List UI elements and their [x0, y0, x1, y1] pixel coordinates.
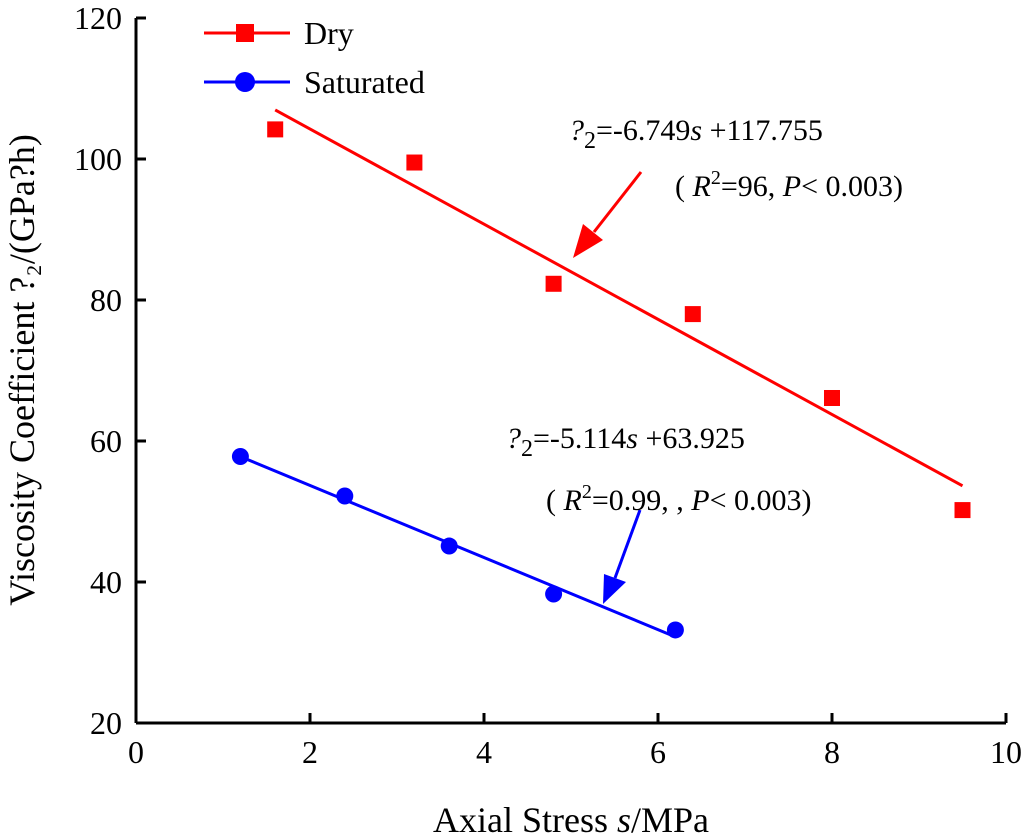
- x-tick-label: 6: [650, 734, 666, 770]
- dry-eq-r-var: R: [692, 170, 711, 203]
- tick-labels: 0 2 4 6 8 10 20 40 60 80 100 120: [74, 0, 1022, 770]
- x-axis-title-suffix: /MPa: [631, 800, 709, 840]
- y-axis-title: Viscosity Coefficient ?₂/(GPa?h): [2, 134, 42, 606]
- sat-eq-r-sup: 2: [582, 481, 592, 503]
- dry-equation-arrow-head: [573, 224, 603, 258]
- dry-point: [954, 502, 971, 519]
- fit-lines: [239, 108, 964, 639]
- dry-point: [545, 275, 562, 292]
- saturated-equation-arrow-head: [603, 574, 626, 604]
- sat-eq-rhs: +63.925: [638, 422, 745, 455]
- y-tick-label: 80: [90, 282, 122, 318]
- x-axis-title-prefix: Axial Stress: [433, 800, 617, 840]
- x-tick-label: 4: [476, 734, 492, 770]
- legend: Dry Saturated: [204, 15, 425, 100]
- sat-eq-var: s: [626, 422, 638, 455]
- sat-eq-stats-open: (: [546, 484, 564, 517]
- dry-equation-line-2: ( R2=96, P< 0.003): [675, 167, 903, 203]
- x-axis-title: Axial Stress s/MPa: [433, 800, 709, 840]
- dry-point: [267, 121, 284, 138]
- saturated-equation: ?2=-5.114s +63.925 ( R2=0.99, , P< 0.003…: [506, 422, 812, 517]
- x-tick-label: 10: [990, 734, 1022, 770]
- dry-equation-arrow-shaft: [592, 171, 643, 233]
- saturated-point: [545, 585, 563, 603]
- y-tick-label: 100: [74, 141, 122, 177]
- x-tick-label: 0: [128, 734, 144, 770]
- sat-eq-sub: 2: [521, 436, 533, 462]
- saturated-point: [231, 448, 249, 466]
- saturated-point: [666, 621, 684, 639]
- points: [231, 121, 971, 639]
- ticks: [134, 16, 1008, 725]
- sat-eq-lhs: ?: [506, 422, 521, 455]
- axes: [134, 18, 1006, 725]
- saturated-equation-line-1: ?2=-5.114s +63.925: [506, 422, 745, 462]
- legend-saturated-marker: [235, 72, 255, 92]
- y-tick-label: 40: [90, 564, 122, 600]
- dry-eq-mid: =-6.749: [596, 114, 690, 147]
- dry-eq-p-var: P: [782, 170, 801, 203]
- dry-eq-rhs: +117.755: [702, 114, 823, 147]
- dry-eq-lhs: ?: [569, 114, 584, 147]
- dry-eq-var: s: [690, 114, 702, 147]
- legend-dry-label: Dry: [304, 15, 354, 51]
- dry-equation-arrow: [573, 171, 643, 258]
- saturated-equation-arrow-shaft: [613, 509, 642, 579]
- legend-item-dry: Dry: [204, 15, 354, 51]
- dry-point: [684, 306, 701, 323]
- saturated-equation-arrow: [603, 509, 642, 604]
- saturated-fit-line: [239, 455, 676, 639]
- dry-point: [406, 154, 423, 171]
- y-tick-label: 20: [90, 705, 122, 741]
- dry-equation-line-1: ?2=-6.749s +117.755: [569, 114, 823, 154]
- legend-item-saturated: Saturated: [204, 64, 425, 100]
- sat-eq-p-var: P: [690, 484, 709, 517]
- dry-eq-stats-open: (: [675, 170, 693, 203]
- dry-eq-p-val: < 0.003): [801, 170, 903, 203]
- y-tick-label: 120: [74, 0, 122, 36]
- dry-eq-sub: 2: [584, 128, 596, 154]
- dry-eq-r-sup: 2: [711, 167, 721, 189]
- x-axis-title-var: s: [617, 800, 631, 840]
- legend-saturated-label: Saturated: [304, 64, 425, 100]
- x-tick-label: 2: [302, 734, 318, 770]
- dry-fit-line: [274, 108, 964, 488]
- sat-eq-r-var: R: [563, 484, 582, 517]
- dry-point: [824, 389, 840, 406]
- dry-eq-r-val: =96,: [721, 170, 783, 203]
- legend-dry-marker: [236, 24, 254, 42]
- sat-eq-p-val: < 0.003): [710, 484, 812, 517]
- x-tick-label: 8: [824, 734, 840, 770]
- dry-equation: ?2=-6.749s +117.755 ( R2=96, P< 0.003): [569, 114, 903, 203]
- saturated-point: [336, 487, 354, 505]
- y-tick-label: 60: [90, 423, 122, 459]
- sat-eq-r-val: =0.99, ,: [592, 484, 691, 517]
- sat-eq-mid: =-5.114: [533, 422, 626, 455]
- saturated-point: [440, 537, 458, 555]
- saturated-equation-line-2: ( R2=0.99, , P< 0.003): [546, 481, 812, 517]
